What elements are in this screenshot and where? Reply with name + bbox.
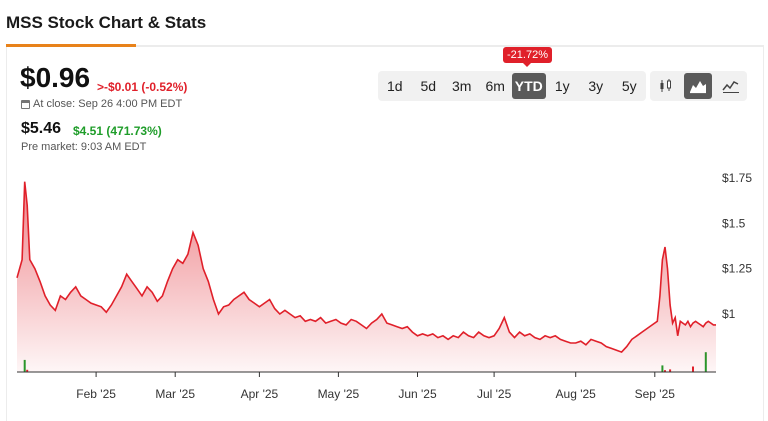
- premarket-label: Pre market: 9:03 AM EDT: [21, 141, 147, 153]
- area-chart-button[interactable]: [684, 73, 713, 99]
- range-5d-button[interactable]: 5d: [420, 78, 437, 94]
- y-tick-label: $1.25: [722, 262, 752, 276]
- close-timestamp: At close: Sep 26 4:00 PM EDT: [21, 98, 182, 110]
- title-accent-rule: [6, 44, 136, 47]
- premarket-price: $5.46: [21, 120, 62, 137]
- section-title: MSS Stock Chart & Stats: [6, 13, 207, 32]
- range-3y-button[interactable]: 3y: [588, 78, 604, 94]
- candlestick-button[interactable]: [652, 73, 680, 99]
- range-5y-button[interactable]: 5y: [621, 78, 637, 94]
- x-tick-label: Aug '25: [556, 387, 597, 401]
- range-1y-button[interactable]: 1y: [554, 78, 570, 94]
- y-tick-label: $1: [722, 307, 736, 321]
- y-tick-label: $1.75: [722, 171, 752, 185]
- last-price: $0.96: [20, 62, 91, 93]
- range-ytd-button[interactable]: YTD: [512, 73, 546, 99]
- x-tick-label: Jul '25: [477, 387, 512, 401]
- price-area: [17, 181, 716, 372]
- x-tick-label: Sep '25: [635, 387, 676, 401]
- price-change: >-$0.01 (-0.52%): [97, 80, 188, 94]
- line-chart-button[interactable]: [717, 73, 745, 99]
- range-3m-button[interactable]: 3m: [452, 78, 472, 94]
- x-tick-label: Mar '25: [155, 387, 195, 401]
- premarket-change: $4.51 (471.73%): [73, 124, 162, 138]
- x-tick-label: Feb '25: [76, 387, 116, 401]
- x-tick-label: Jun '25: [398, 387, 437, 401]
- y-tick-label: $1.5: [722, 216, 746, 230]
- range-6m-button[interactable]: 6m: [485, 78, 505, 94]
- ytd-change-badge: -21.72%: [503, 47, 552, 67]
- title-divider: [136, 45, 764, 47]
- calendar-icon: [21, 99, 30, 109]
- area-chart-icon: [690, 81, 707, 94]
- candlestick-icon: [660, 79, 672, 92]
- chart-card: [6, 47, 764, 421]
- time-range-selector: 1d 5d 3m 6m YTD 1y 3y 5y: [378, 71, 646, 101]
- chart-type-selector: [650, 71, 747, 101]
- line-chart-icon: [722, 81, 739, 93]
- x-tick-label: Apr '25: [241, 387, 279, 401]
- range-1d-button[interactable]: 1d: [386, 78, 403, 94]
- x-tick-label: May '25: [318, 387, 360, 401]
- close-label: At close: Sep 26 4:00 PM EDT: [33, 98, 183, 110]
- price-line: [16, 181, 716, 354]
